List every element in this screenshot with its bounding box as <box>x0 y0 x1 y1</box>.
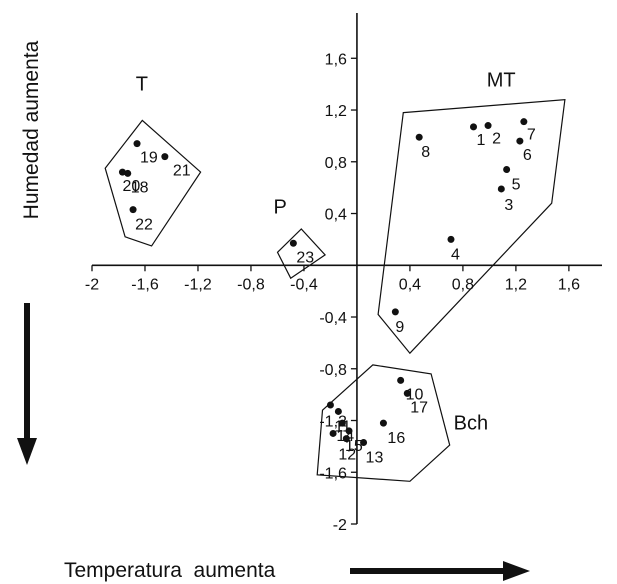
point-marker-1 <box>470 123 478 131</box>
point-label-20: 20 <box>122 178 140 195</box>
point-label-22: 22 <box>135 217 153 234</box>
point-label-17: 17 <box>410 399 428 416</box>
x-tick-label: -2 <box>85 276 99 293</box>
point-marker-6 <box>516 137 524 145</box>
y-tick-label: 0,8 <box>325 155 347 172</box>
point-marker-11 <box>334 407 342 415</box>
group-hull-p <box>276 228 327 280</box>
y-tick-label: 1,2 <box>325 103 347 120</box>
point-marker-7 <box>520 118 528 126</box>
group-hulls <box>104 99 566 482</box>
point-marker-13 <box>360 438 368 446</box>
group-labels: T P MT Bch <box>136 70 516 435</box>
point-marker <box>329 429 337 437</box>
point-label-8: 8 <box>421 144 430 161</box>
tick-labels: -2 -1,6 -1,2 -0,8 -0,4 0,4 0,8 1,2 1,6 1,6 1,2 0,8 0… <box>85 51 580 534</box>
y-tick-label: -1,6 <box>319 465 347 482</box>
point-marker-18 <box>124 169 132 177</box>
group-label-mt: MT <box>487 70 516 92</box>
point-label-18: 18 <box>131 179 149 196</box>
point-marker-19 <box>133 140 141 148</box>
point-marker-17 <box>403 389 411 397</box>
point-label-16: 16 <box>387 430 405 447</box>
y-axis-caption: Humedad aumenta <box>20 40 43 219</box>
point-label-23: 23 <box>296 249 314 266</box>
point-label-3: 3 <box>504 197 513 214</box>
point-label-5: 5 <box>512 177 521 194</box>
axes <box>91 13 602 525</box>
point-marker-3 <box>497 185 505 193</box>
group-hull-mt <box>377 99 566 355</box>
point-label-19: 19 <box>140 150 158 167</box>
group-label-bch: Bch <box>454 413 488 435</box>
point-marker-15 <box>345 427 353 435</box>
point-label-13: 13 <box>366 449 384 466</box>
point-label-10: 10 <box>406 386 424 403</box>
point-marker-21 <box>161 153 169 161</box>
point-marker-12 <box>342 435 350 443</box>
point-marker-22 <box>129 206 137 214</box>
y-tick-label: -0,8 <box>319 362 347 379</box>
point-marker-9 <box>391 308 399 316</box>
x-tick-label: 1,6 <box>558 276 580 293</box>
y-tick-label: 1,6 <box>325 51 347 68</box>
point-marker-2 <box>484 122 492 130</box>
point-marker-5 <box>503 166 511 174</box>
y-tick-label: 0,4 <box>325 207 347 224</box>
point-label-1: 1 <box>477 132 486 149</box>
group-hull-t <box>104 119 202 247</box>
x-tick-label: -1,2 <box>184 276 212 293</box>
point-label-15: 15 <box>345 438 363 455</box>
x-tick-label: 0,8 <box>452 276 474 293</box>
point-label-12: 12 <box>338 447 356 464</box>
y-tick-label: -2 <box>333 517 347 534</box>
x-arrow <box>350 561 530 581</box>
x-tick-label: 0,4 <box>399 276 421 293</box>
point-label-7: 7 <box>527 127 536 144</box>
point-marker-20 <box>118 168 126 176</box>
y-arrow <box>17 303 37 465</box>
point-label-9: 9 <box>395 319 404 336</box>
group-label-t: T <box>136 74 148 96</box>
x-tick-label: -1,6 <box>131 276 159 293</box>
point-marker <box>326 401 334 409</box>
point-label-21: 21 <box>173 163 191 180</box>
point-marker-16 <box>379 419 387 427</box>
group-label-p: P <box>273 197 286 219</box>
point-label-2: 2 <box>492 131 501 148</box>
point-label-6: 6 <box>523 147 532 164</box>
x-axis-caption: Temperatura aumenta <box>64 559 276 582</box>
x-tick-label: 1,2 <box>505 276 527 293</box>
point-label-4: 4 <box>451 246 460 263</box>
y-tick-label: -0,4 <box>319 310 347 327</box>
group-hull-bch <box>316 364 451 482</box>
point-marker-10 <box>397 376 405 384</box>
point-marker-8 <box>415 133 423 141</box>
x-tick-label: -0,4 <box>290 276 318 293</box>
point-marker-4 <box>447 235 455 243</box>
point-marker-23 <box>289 239 297 247</box>
y-tick-label: -1,2 <box>319 414 347 431</box>
x-tick-label: -0,8 <box>237 276 265 293</box>
point-marker-14 <box>338 419 346 427</box>
